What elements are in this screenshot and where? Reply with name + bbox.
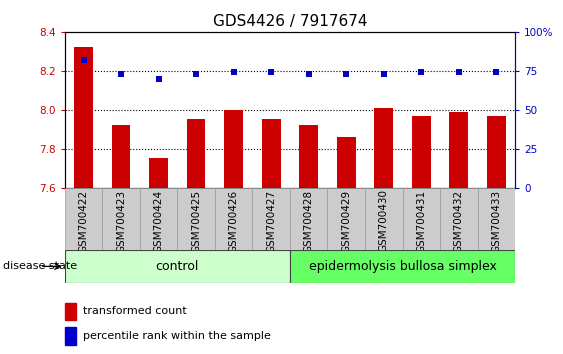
Bar: [65, 250, 290, 283]
Text: epidermolysis bullosa simplex: epidermolysis bullosa simplex: [309, 260, 497, 273]
Bar: [365, 188, 403, 250]
Text: GSM700424: GSM700424: [154, 189, 164, 253]
Bar: [65, 327, 76, 345]
Point: [492, 69, 501, 75]
Bar: [337, 137, 356, 188]
Text: transformed count: transformed count: [83, 307, 186, 316]
Bar: [140, 188, 177, 250]
Text: GSM700423: GSM700423: [116, 189, 126, 253]
Text: control: control: [155, 260, 199, 273]
Text: GSM700425: GSM700425: [191, 189, 201, 253]
Text: GSM700428: GSM700428: [303, 189, 314, 253]
Text: GSM700430: GSM700430: [379, 189, 389, 252]
Bar: [187, 119, 205, 188]
Point: [229, 69, 238, 75]
Title: GDS4426 / 7917674: GDS4426 / 7917674: [213, 14, 367, 29]
Bar: [403, 188, 440, 250]
Bar: [224, 110, 243, 188]
Bar: [290, 250, 515, 283]
Bar: [149, 158, 168, 188]
Bar: [412, 115, 431, 188]
Bar: [74, 47, 93, 188]
Text: GSM700433: GSM700433: [491, 189, 502, 253]
Point: [117, 71, 126, 77]
Bar: [102, 188, 140, 250]
Text: GSM700427: GSM700427: [266, 189, 276, 253]
Text: GSM700431: GSM700431: [416, 189, 426, 253]
Bar: [252, 188, 290, 250]
Bar: [487, 115, 506, 188]
Text: disease state: disease state: [3, 261, 77, 271]
Point: [154, 76, 163, 81]
Bar: [300, 125, 318, 188]
Bar: [65, 188, 102, 250]
Bar: [449, 112, 468, 188]
Bar: [262, 119, 280, 188]
Point: [454, 69, 463, 75]
Bar: [290, 188, 328, 250]
Text: GSM700429: GSM700429: [341, 189, 351, 253]
Bar: [374, 108, 393, 188]
Bar: [177, 188, 215, 250]
Point: [342, 71, 351, 77]
Point: [304, 71, 313, 77]
Point: [379, 71, 388, 77]
Point: [79, 57, 88, 63]
Point: [417, 69, 426, 75]
Bar: [215, 188, 252, 250]
Text: GSM700432: GSM700432: [454, 189, 464, 253]
Point: [191, 71, 200, 77]
Text: percentile rank within the sample: percentile rank within the sample: [83, 331, 271, 341]
Bar: [111, 125, 131, 188]
Bar: [440, 188, 477, 250]
Bar: [477, 188, 515, 250]
Point: [267, 69, 276, 75]
Text: GSM700422: GSM700422: [78, 189, 88, 253]
Bar: [328, 188, 365, 250]
Bar: [65, 303, 76, 320]
Text: GSM700426: GSM700426: [229, 189, 239, 253]
